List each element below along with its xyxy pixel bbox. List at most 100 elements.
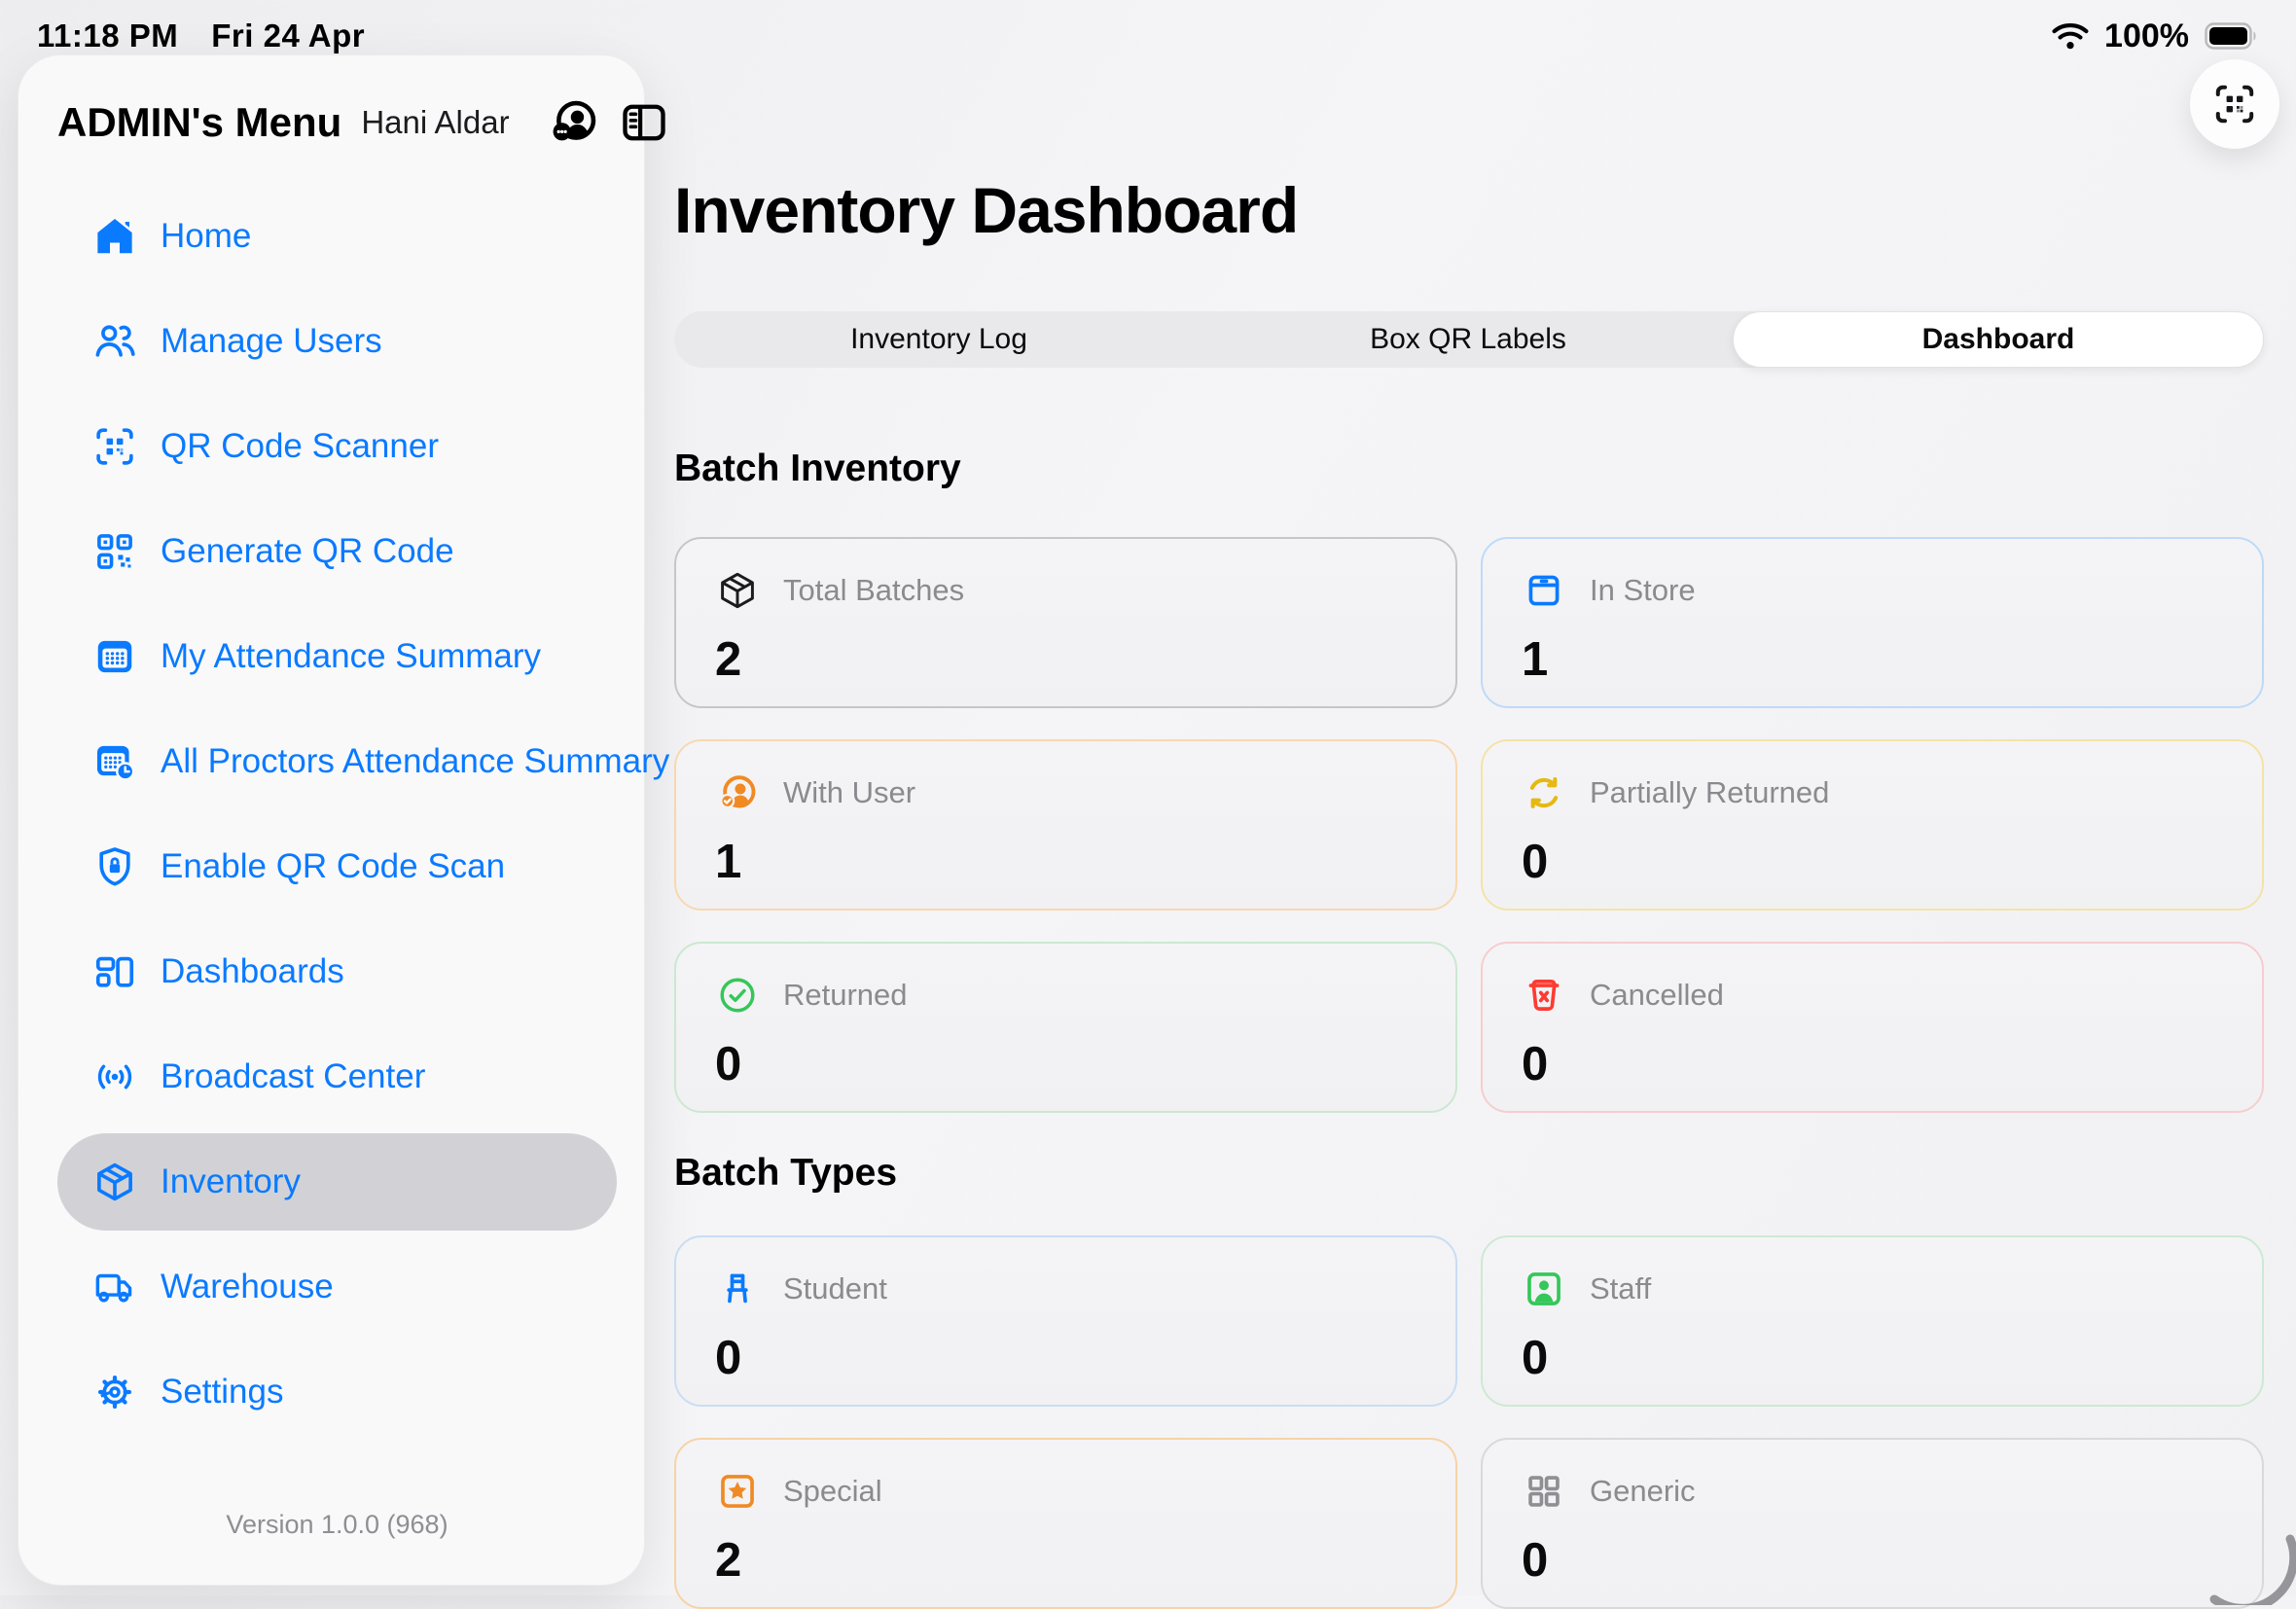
tab-inventory-log[interactable]: Inventory Log [674, 311, 1203, 368]
staff-badge-icon [1522, 1267, 1566, 1311]
sidebar-user-name: Hani Aldar [361, 104, 510, 140]
sidebar-item-label: My Attendance Summary [161, 637, 541, 675]
segmented-control: Inventory Log Box QR Labels Dashboard [674, 311, 2264, 368]
dashboards-icon [90, 948, 139, 996]
status-bar: 11:18 PM Fri 24 Apr 100% [0, 0, 2296, 58]
stat-card-label: Partially Returned [1590, 775, 1830, 809]
stat-card-value: 0 [1522, 1534, 1549, 1587]
main-content: Inventory Dashboard Inventory Log Box QR… [674, 0, 2264, 1609]
stat-card-label: Generic [1590, 1474, 1696, 1508]
section-heading-batch-inventory: Batch Inventory [674, 447, 961, 489]
sidebar-item-inventory[interactable]: Inventory [57, 1133, 617, 1231]
sidebar: ADMIN's Menu Hani Aldar [18, 54, 669, 1586]
sidebar-item-label: Enable QR Code Scan [161, 847, 506, 885]
trash-x-icon [1522, 973, 1566, 1018]
sidebar-item-home[interactable]: Home [57, 188, 617, 285]
calendar-clock-icon [90, 737, 139, 786]
sidebar-item-label: Settings [161, 1373, 284, 1411]
stat-card-partially-returned: Partially Returned 0 [1481, 739, 2264, 911]
stat-card-with-user: With User 1 [674, 739, 1457, 911]
stat-card-value: 0 [715, 1038, 742, 1091]
stat-card-staff: Staff 0 [1481, 1235, 2264, 1407]
stat-card-value: 0 [1522, 1332, 1549, 1384]
app-version: Version 1.0.0 (968) [226, 1510, 448, 1539]
sidebar-item-manage-users[interactable]: Manage Users [57, 293, 617, 390]
stat-card-label: Special [783, 1474, 882, 1508]
sidebar-item-all-proctors-attendance[interactable]: All Proctors Attendance Summary [57, 713, 669, 810]
stat-card-value: 1 [1522, 633, 1549, 686]
inventory-box-icon [90, 1158, 139, 1206]
qr-code-icon [90, 527, 139, 576]
sidebar-item-warehouse[interactable]: Warehouse [57, 1238, 617, 1336]
status-date: Fri 24 Apr [211, 18, 366, 54]
sidebar-item-label: QR Code Scanner [161, 427, 439, 465]
sidebar-item-label: Dashboards [161, 952, 344, 990]
gear-icon [90, 1368, 139, 1416]
tab-label: Dashboard [1921, 323, 2075, 355]
section-heading-batch-types: Batch Types [674, 1152, 898, 1194]
stat-card-label: Staff [1590, 1271, 1652, 1305]
truck-icon [90, 1263, 139, 1311]
sidebar-header: ADMIN's Menu Hani Aldar [57, 89, 665, 157]
battery-icon [2205, 22, 2259, 50]
shield-lock-icon [90, 842, 139, 891]
sidebar-item-enable-qr-scan[interactable]: Enable QR Code Scan [57, 818, 617, 915]
stat-card-student: Student 0 [674, 1235, 1457, 1407]
battery-percent: 100% [2104, 17, 2189, 54]
stat-card-value: 0 [1522, 836, 1549, 888]
sidebar-item-label: Warehouse [161, 1268, 334, 1305]
qr-scan-button[interactable] [2190, 59, 2279, 149]
sidebar-item-settings[interactable]: Settings [57, 1343, 617, 1441]
users-icon [90, 317, 139, 366]
tab-dashboard[interactable]: Dashboard [1733, 311, 2264, 368]
stat-card-value: 1 [715, 836, 742, 888]
qr-scanner-icon [90, 422, 139, 471]
batch-types-grid: Student 0 Staff 0 [674, 1235, 2264, 1609]
sidebar-item-label: Manage Users [161, 322, 382, 360]
sidebar-toggle-icon[interactable] [619, 95, 669, 150]
sidebar-title: ADMIN's Menu [57, 99, 342, 145]
sidebar-item-broadcast-center[interactable]: Broadcast Center [57, 1028, 617, 1126]
sidebar-item-label: Home [161, 217, 252, 255]
broadcast-icon [90, 1053, 139, 1101]
tab-label: Inventory Log [850, 323, 1027, 355]
stat-card-generic: Generic 0 [1481, 1438, 2264, 1609]
support-contact-icon[interactable] [549, 95, 599, 150]
star-square-icon [715, 1469, 760, 1514]
tab-label: Box QR Labels [1370, 323, 1566, 355]
page-title: Inventory Dashboard [674, 174, 1299, 246]
stat-card-in-store: In Store 1 [1481, 537, 2264, 708]
sidebar-item-generate-qr[interactable]: Generate QR Code [57, 503, 617, 600]
grid-icon [1522, 1469, 1566, 1514]
status-time: 11:18 PM [37, 18, 179, 54]
stat-card-label: Returned [783, 978, 908, 1012]
person-check-icon [715, 770, 760, 815]
tab-box-qr-labels[interactable]: Box QR Labels [1203, 311, 1733, 368]
stat-card-special: Special 2 [674, 1438, 1457, 1609]
box-icon [715, 568, 760, 613]
stat-card-total-batches: Total Batches 2 [674, 537, 1457, 708]
loading-spinner [2201, 1518, 2296, 1605]
stat-card-label: Student [783, 1271, 887, 1305]
sidebar-item-my-attendance[interactable]: My Attendance Summary [57, 608, 617, 705]
sidebar-item-label: Broadcast Center [161, 1057, 426, 1095]
refresh-arrows-icon [1522, 770, 1566, 815]
stat-card-returned: Returned 0 [674, 942, 1457, 1113]
sidebar-item-qr-scanner[interactable]: QR Code Scanner [57, 398, 617, 495]
stat-card-label: In Store [1590, 573, 1696, 607]
sidebar-item-dashboards[interactable]: Dashboards [57, 923, 617, 1020]
stat-card-value: 0 [1522, 1038, 1549, 1091]
archive-box-icon [1522, 568, 1566, 613]
home-icon [90, 212, 139, 261]
sidebar-item-label: Generate QR Code [161, 532, 454, 570]
stat-card-label: Total Batches [783, 573, 965, 607]
qr-scan-button-icon [2211, 81, 2258, 127]
sidebar-item-label: All Proctors Attendance Summary [161, 742, 670, 780]
wifi-icon [2052, 21, 2089, 51]
stat-card-value: 0 [715, 1332, 742, 1384]
sidebar-menu: Home Manage Users [57, 188, 669, 1448]
batch-inventory-grid: Total Batches 2 In Store 1 [674, 537, 2264, 1113]
stat-card-cancelled: Cancelled 0 [1481, 942, 2264, 1113]
stat-card-label: Cancelled [1590, 978, 1724, 1012]
stat-card-value: 2 [715, 1534, 742, 1587]
